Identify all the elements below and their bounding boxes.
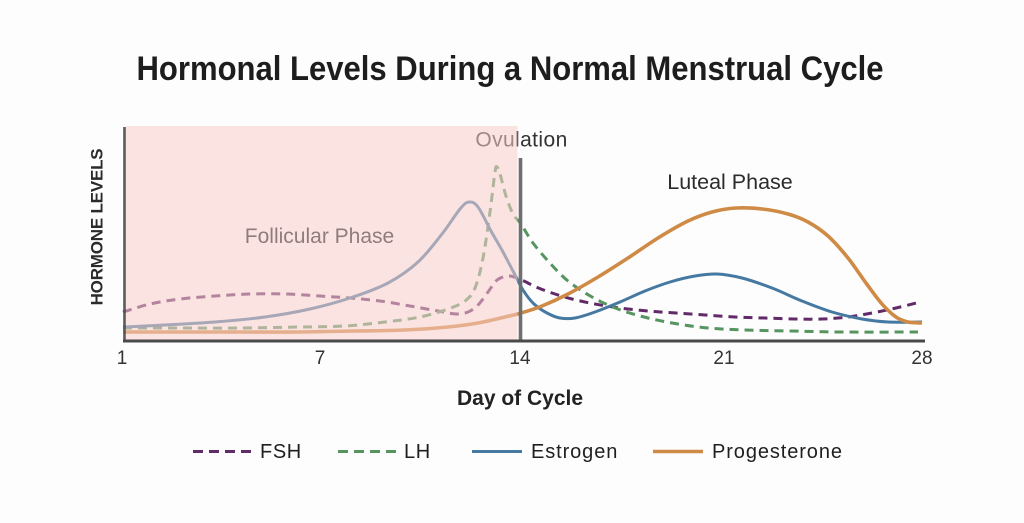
svg-text:21: 21 xyxy=(713,348,734,369)
svg-text:Progesterone: Progesterone xyxy=(712,441,843,463)
svg-text:Estrogen: Estrogen xyxy=(531,441,618,463)
svg-text:14: 14 xyxy=(509,348,531,369)
svg-text:HORMONE LEVELS: HORMONE LEVELS xyxy=(88,149,107,306)
svg-text:LH: LH xyxy=(404,441,431,463)
svg-text:Hormonal Levels During a Norma: Hormonal Levels During a Normal Menstrua… xyxy=(137,50,884,88)
svg-text:28: 28 xyxy=(911,348,932,369)
svg-text:Luteal Phase: Luteal Phase xyxy=(667,170,793,194)
svg-text:7: 7 xyxy=(315,348,326,369)
svg-text:1: 1 xyxy=(117,348,128,369)
svg-text:Day of Cycle: Day of Cycle xyxy=(457,387,583,410)
svg-text:FSH: FSH xyxy=(260,441,302,463)
